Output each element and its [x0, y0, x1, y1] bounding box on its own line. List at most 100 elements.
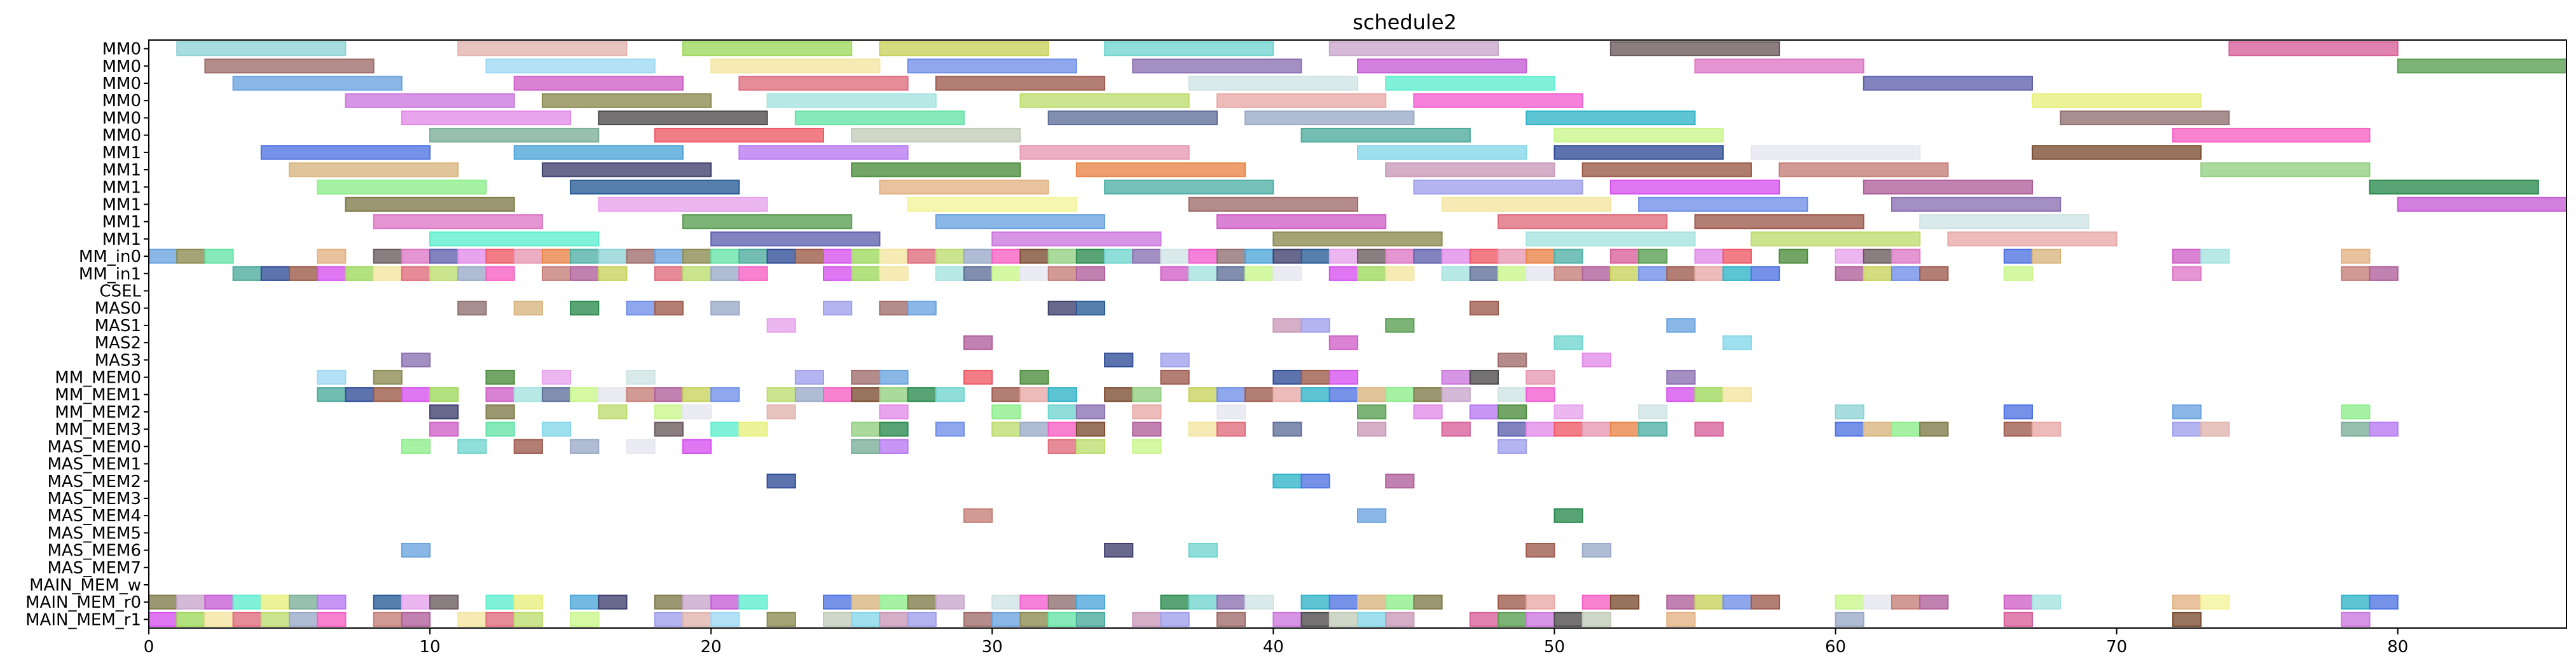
schedule-cell — [963, 335, 993, 350]
schedule-cell — [710, 266, 740, 281]
schedule-bar — [1441, 196, 1611, 212]
schedule-cell — [2200, 594, 2230, 610]
schedule-cell — [485, 249, 515, 264]
schedule-cell — [1553, 249, 1583, 264]
schedule-cell — [682, 266, 712, 281]
schedule-cell — [1075, 439, 1106, 454]
schedule-cell — [1385, 387, 1415, 402]
schedule-cell — [935, 266, 965, 281]
schedule-cell — [1413, 249, 1443, 264]
schedule-bar — [1385, 76, 1555, 91]
schedule-cell — [1047, 301, 1077, 316]
schedule-bar — [907, 58, 1077, 74]
schedule-cell — [1075, 249, 1106, 264]
schedule-cell — [654, 612, 684, 627]
schedule-cell — [1160, 612, 1190, 627]
schedule-cell — [823, 387, 853, 402]
x-tick-label: 60 — [1825, 638, 1846, 657]
schedule-bar — [879, 179, 1049, 195]
schedule-cell — [738, 249, 768, 264]
schedule-cell — [570, 594, 600, 610]
schedule-cell — [935, 594, 965, 610]
schedule-cell — [429, 249, 459, 264]
schedule-cell — [879, 612, 909, 627]
schedule-cell — [1216, 249, 1246, 264]
y-tick-label: MAS_MEM6 — [47, 542, 141, 561]
schedule-cell — [1779, 249, 1808, 264]
schedule-cell — [1385, 474, 1415, 489]
y-tick-label: MM1 — [102, 178, 141, 197]
y-tick-label: MM0 — [102, 57, 141, 76]
schedule-cell — [710, 612, 740, 627]
schedule-cell — [823, 301, 853, 316]
schedule-cell — [2341, 266, 2371, 281]
schedule-bar — [345, 93, 515, 108]
schedule-cell — [1638, 421, 1668, 437]
x-tick-label: 40 — [1263, 638, 1284, 657]
schedule-cell — [373, 266, 403, 281]
schedule-cell — [317, 266, 347, 281]
schedule-cell — [1526, 387, 1555, 402]
schedule-cell — [485, 594, 515, 610]
y-tick-label: MM_MEM0 — [55, 369, 141, 388]
schedule-cell — [1835, 266, 1864, 281]
schedule-bar — [1019, 145, 1190, 160]
schedule-bar — [1357, 58, 1527, 74]
schedule-cell — [1498, 249, 1527, 264]
schedule-bar — [991, 231, 1162, 247]
schedule-cell — [935, 387, 965, 402]
schedule-cell — [682, 612, 712, 627]
schedule-cell — [851, 439, 881, 454]
schedule-cell — [626, 369, 656, 385]
schedule-bar — [1609, 41, 1780, 57]
schedule-cell — [1526, 612, 1555, 627]
schedule-cell — [1553, 421, 1583, 437]
schedule-cell — [1075, 301, 1106, 316]
schedule-cell — [1047, 249, 1077, 264]
schedule-cell — [1188, 266, 1218, 281]
schedule-bar — [1553, 128, 1724, 143]
schedule-cell — [1216, 421, 1246, 437]
schedule-cell — [1722, 335, 1752, 350]
schedule-bar — [204, 58, 375, 74]
schedule-cell — [1357, 508, 1387, 523]
schedule-cell — [2003, 249, 2034, 264]
schedule-cell — [907, 387, 937, 402]
schedule-cell — [1075, 421, 1106, 437]
schedule-cell — [879, 404, 909, 420]
schedule-cell — [1694, 421, 1724, 437]
schedule-cell — [317, 387, 347, 402]
schedule-cell — [2172, 594, 2202, 610]
schedule-cell — [1160, 249, 1190, 264]
schedule-bar — [1581, 162, 1752, 177]
schedule-cell — [851, 421, 881, 437]
schedule-cell — [317, 594, 347, 610]
schedule-cell — [485, 369, 515, 385]
schedule-bar — [766, 93, 937, 108]
schedule-cell — [598, 249, 628, 264]
schedule-cell — [738, 594, 768, 610]
schedule-cell — [879, 439, 909, 454]
schedule-cell — [1498, 439, 1527, 454]
schedule-cell — [1441, 249, 1471, 264]
schedule-cell — [626, 439, 656, 454]
schedule-cell — [2172, 404, 2202, 420]
schedule-bar — [345, 196, 515, 212]
schedule-cell — [1891, 421, 1921, 437]
schedule-bar — [682, 214, 853, 229]
schedule-cell — [2172, 612, 2202, 627]
schedule-bar — [851, 128, 1021, 143]
schedule-bar — [851, 162, 1021, 177]
schedule-cell — [963, 249, 993, 264]
schedule-cell — [1469, 369, 1499, 385]
schedule-cell — [1244, 594, 1274, 610]
schedule-cell — [1188, 421, 1218, 437]
schedule-cell — [2032, 594, 2062, 610]
schedule-cell — [1300, 369, 1330, 385]
schedule-cell — [1328, 594, 1359, 610]
schedule-cell — [1526, 266, 1555, 281]
schedule-bar — [1947, 231, 2118, 247]
schedule-cell — [317, 249, 347, 264]
schedule-cell — [1891, 249, 1921, 264]
schedule-cell — [879, 369, 909, 385]
